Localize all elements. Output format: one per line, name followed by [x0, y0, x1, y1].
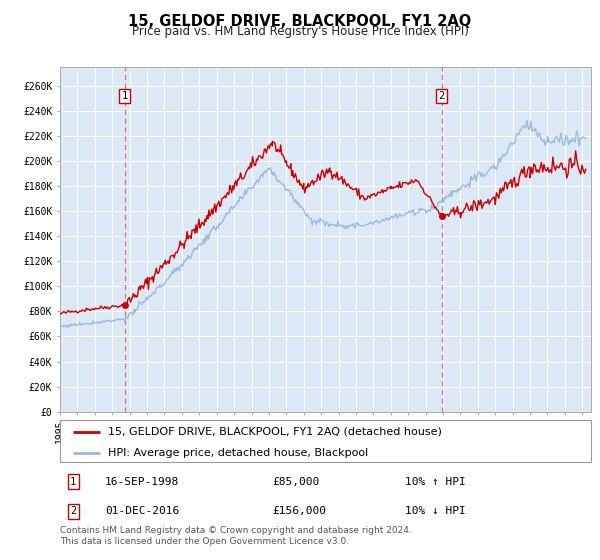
Text: 1: 1: [70, 477, 76, 487]
Text: £156,000: £156,000: [272, 506, 326, 516]
Text: 2: 2: [70, 506, 76, 516]
Text: 01-DEC-2016: 01-DEC-2016: [105, 506, 179, 516]
Text: 2: 2: [439, 91, 445, 101]
Text: 10% ↓ HPI: 10% ↓ HPI: [405, 506, 466, 516]
Text: Contains HM Land Registry data © Crown copyright and database right 2024.
This d: Contains HM Land Registry data © Crown c…: [60, 526, 412, 546]
Text: Price paid vs. HM Land Registry's House Price Index (HPI): Price paid vs. HM Land Registry's House …: [131, 25, 469, 38]
Text: 10% ↑ HPI: 10% ↑ HPI: [405, 477, 466, 487]
Text: £85,000: £85,000: [272, 477, 320, 487]
Text: 1: 1: [121, 91, 128, 101]
Text: 15, GELDOF DRIVE, BLACKPOOL, FY1 2AQ (detached house): 15, GELDOF DRIVE, BLACKPOOL, FY1 2AQ (de…: [108, 427, 442, 437]
Text: 15, GELDOF DRIVE, BLACKPOOL, FY1 2AQ: 15, GELDOF DRIVE, BLACKPOOL, FY1 2AQ: [128, 14, 472, 29]
Text: HPI: Average price, detached house, Blackpool: HPI: Average price, detached house, Blac…: [108, 448, 368, 458]
Text: 16-SEP-1998: 16-SEP-1998: [105, 477, 179, 487]
